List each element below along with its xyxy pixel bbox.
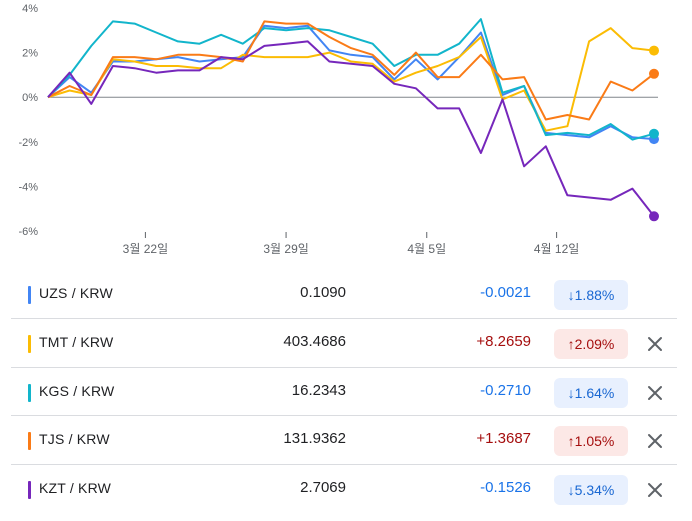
percent-change-badge: ↓1.88% <box>554 280 628 310</box>
close-icon[interactable] <box>643 332 667 356</box>
series-line-tjs <box>47 20 655 121</box>
series-layer <box>47 18 659 222</box>
series-color-swatch <box>28 286 31 304</box>
row-divider <box>11 367 677 368</box>
series-end-point-tmt <box>649 45 659 56</box>
close-icon[interactable] <box>643 478 667 502</box>
chart: 4% 2% 0% -2% -4% -6% 3월 22일 3월 29일 4월 5일 4월 12일 <box>18 3 659 256</box>
price-change: +8.2659 <box>476 333 531 350</box>
series-color-swatch <box>28 335 31 353</box>
y-tick-label: 4% <box>22 3 38 15</box>
x-tick-label: 3월 29일 <box>263 242 308 256</box>
price-change: -0.1526 <box>480 479 531 496</box>
y-tick-label: -6% <box>18 226 38 238</box>
exchange-rate: 131.9362 <box>283 430 346 447</box>
series-end-point-kzt <box>649 211 659 222</box>
series-line-tmt <box>47 27 655 132</box>
row-divider <box>11 415 677 416</box>
y-tick-label: 2% <box>22 48 38 60</box>
series-end-point-kgs <box>649 128 659 139</box>
currency-pair: TMT / KRW <box>39 334 114 350</box>
price-change: -0.0021 <box>480 284 531 301</box>
close-icon[interactable] <box>643 381 667 405</box>
exchange-rate: 0.1090 <box>300 284 346 301</box>
series-line-uzs <box>47 24 655 141</box>
currency-pair: TJS / KRW <box>39 431 110 447</box>
series-line-kzt <box>47 40 655 217</box>
price-change: +1.3687 <box>476 430 531 447</box>
x-tick-label: 3월 22일 <box>123 242 168 256</box>
quote-row[interactable]: TJS / KRW 131.9362 +1.3687 ↑1.05% <box>11 417 677 465</box>
exchange-rate: 16.2343 <box>291 382 346 399</box>
series-line-kgs <box>47 18 655 141</box>
currency-pair: KGS / KRW <box>39 383 115 399</box>
y-tick-label: -2% <box>18 137 38 149</box>
y-tick-label: -4% <box>18 181 38 193</box>
currency-pair: KZT / KRW <box>39 480 112 496</box>
price-change: -0.2710 <box>480 382 531 399</box>
y-axis: 4% 2% 0% -2% -4% -6% <box>18 3 38 238</box>
row-divider <box>11 318 677 319</box>
close-icon[interactable] <box>643 429 667 453</box>
x-tick-label: 4월 12일 <box>534 242 579 256</box>
exchange-rate: 2.7069 <box>300 479 346 496</box>
exchange-rate: 403.4686 <box>283 333 346 350</box>
percent-change-badge: ↓1.64% <box>554 378 628 408</box>
series-color-swatch <box>28 481 31 499</box>
quote-row[interactable]: UZS / KRW 0.1090 -0.0021 ↓1.88% <box>11 271 677 319</box>
x-axis: 3월 22일 3월 29일 4월 5일 4월 12일 <box>123 232 579 256</box>
currency-pair: UZS / KRW <box>39 285 113 301</box>
percent-change-badge: ↑1.05% <box>554 426 628 456</box>
percent-change-badge: ↑2.09% <box>554 329 628 359</box>
y-tick-label: 0% <box>22 92 38 104</box>
series-color-swatch <box>28 432 31 450</box>
x-tick-label: 4월 5일 <box>407 242 446 256</box>
row-divider <box>11 464 677 465</box>
series-color-swatch <box>28 384 31 402</box>
series-end-point-tjs <box>649 68 659 79</box>
quote-row[interactable]: KZT / KRW 2.7069 -0.1526 ↓5.34% <box>11 466 677 514</box>
percent-change-badge: ↓5.34% <box>554 475 628 505</box>
quote-row[interactable]: KGS / KRW 16.2343 -0.2710 ↓1.64% <box>11 369 677 417</box>
quote-row[interactable]: TMT / KRW 403.4686 +8.2659 ↑2.09% <box>11 320 677 368</box>
